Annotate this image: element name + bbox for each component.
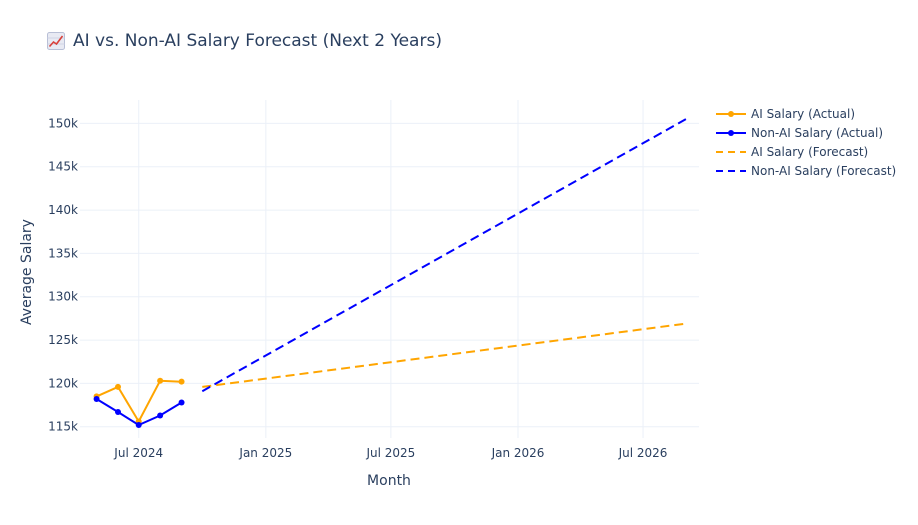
x-tick-label: Jan 2025 [238, 446, 292, 460]
legend-label: Non-AI Salary (Actual) [751, 126, 883, 140]
data-point[interactable] [157, 377, 164, 384]
legend-item[interactable]: AI Salary (Forecast) [716, 145, 868, 159]
data-point[interactable] [114, 409, 121, 415]
data-point[interactable] [93, 396, 100, 402]
series-line [202, 322, 687, 388]
x-axis-title: Month [367, 473, 411, 489]
series-layer [93, 118, 687, 428]
y-tick-label: 130k [48, 290, 78, 304]
y-tick-label: 145k [48, 160, 78, 174]
x-tick-label: Jul 2025 [365, 446, 415, 460]
data-point[interactable] [178, 378, 185, 385]
y-tick-label: 125k [48, 333, 78, 347]
y-axis-title: Average Salary [19, 219, 35, 325]
data-point[interactable] [135, 422, 142, 428]
series-line [201, 118, 687, 393]
x-gridlines [138, 100, 644, 438]
legend-item[interactable]: AI Salary (Actual) [716, 107, 855, 121]
y-tick-label: 115k [48, 420, 78, 434]
x-tick-label: Jul 2024 [113, 446, 163, 460]
x-tick-labels: Jul 2024 Jan 2025 Jul 2025 Jan 2026 Jul 2026 [113, 446, 667, 460]
legend-marker [728, 130, 734, 136]
legend-item[interactable]: Non-AI Salary (Forecast) [716, 164, 896, 178]
legend[interactable]: AI Salary (Actual) Non-AI Salary (Actual)… [716, 107, 896, 178]
legend-label: Non-AI Salary (Forecast) [751, 164, 896, 178]
series-2 [202, 322, 687, 388]
legend-label: AI Salary (Forecast) [751, 145, 868, 159]
y-tick-labels: 115k 120k 125k 130k 135k 140k 145k 150k [48, 116, 78, 433]
y-tick-label: 140k [48, 203, 78, 217]
y-tick-label: 120k [48, 376, 78, 390]
data-point[interactable] [157, 412, 164, 419]
chart-increasing-icon [47, 32, 65, 50]
series-1 [93, 396, 185, 428]
legend-label: AI Salary (Actual) [751, 107, 855, 121]
x-tick-label: Jul 2026 [618, 446, 668, 460]
y-tick-label: 150k [48, 116, 78, 130]
data-point[interactable] [178, 399, 185, 406]
legend-item[interactable]: Non-AI Salary (Actual) [716, 126, 883, 140]
chart-title-text: AI vs. Non-AI Salary Forecast (Next 2 Ye… [73, 31, 442, 51]
data-point[interactable] [114, 383, 121, 390]
chart-title: AI vs. Non-AI Salary Forecast (Next 2 Ye… [47, 31, 442, 51]
x-tick-label: Jan 2026 [491, 446, 545, 460]
legend-marker [728, 111, 734, 117]
y-tick-label: 135k [48, 246, 78, 260]
series-3 [201, 118, 687, 393]
